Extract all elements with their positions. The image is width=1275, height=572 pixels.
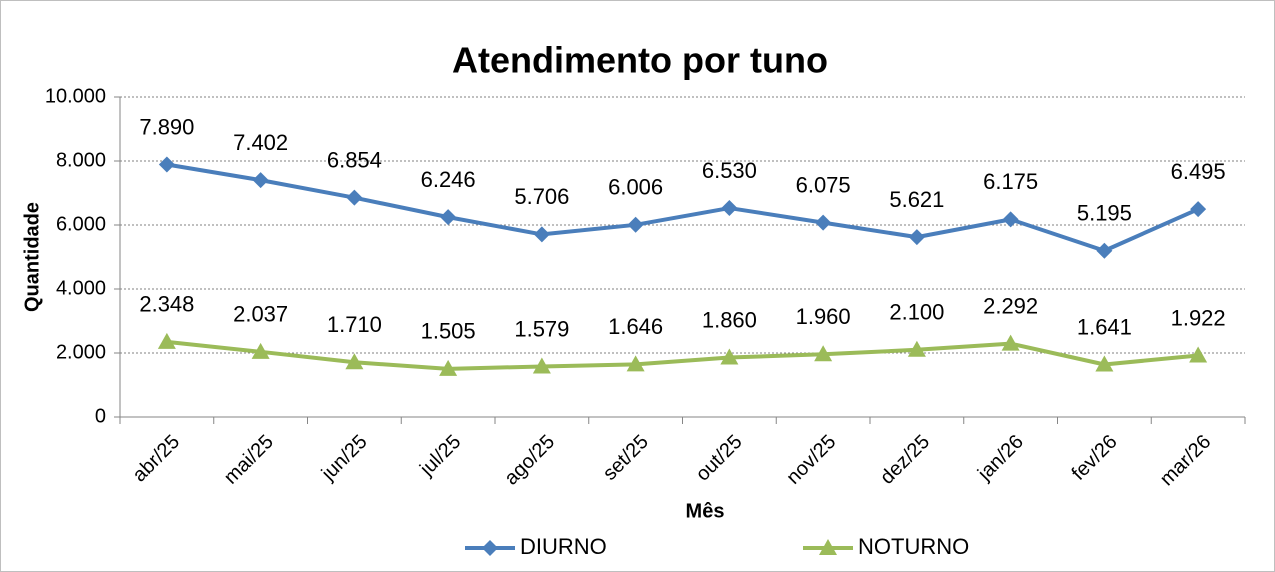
- legend-marker: [819, 539, 837, 555]
- data-label: 2.292: [983, 293, 1038, 318]
- y-tick-label: 2.000: [56, 341, 106, 363]
- data-label: 6.006: [608, 175, 663, 200]
- data-point: [907, 340, 926, 357]
- data-point: [1095, 355, 1114, 372]
- data-point: [346, 189, 363, 206]
- data-label: 6.175: [983, 169, 1038, 194]
- data-label: 2.348: [139, 292, 194, 317]
- y-tick-label: 10.000: [45, 85, 106, 107]
- data-point: [627, 216, 644, 233]
- data-label: 1.710: [327, 312, 382, 337]
- data-label: 5.195: [1077, 201, 1132, 226]
- data-point: [720, 348, 739, 365]
- data-label: 6.495: [1171, 159, 1226, 184]
- data-label: 6.854: [327, 147, 382, 172]
- data-label: 1.579: [514, 316, 569, 341]
- data-label: 5.621: [889, 187, 944, 212]
- data-point: [721, 200, 738, 217]
- data-point: [814, 345, 833, 362]
- data-point: [908, 229, 925, 246]
- legend-label: NOTURNO: [858, 534, 969, 559]
- data-point: [533, 226, 550, 243]
- series-line: [166, 162, 1199, 253]
- data-point: [251, 342, 270, 359]
- data-label: 7.890: [139, 114, 194, 139]
- data-label: 1.922: [1171, 305, 1226, 330]
- data-point: [440, 209, 457, 226]
- data-label: 6.075: [796, 172, 851, 197]
- data-point: [1096, 242, 1113, 259]
- x-axis-label: Mês: [686, 500, 725, 522]
- legend-marker: [482, 540, 498, 556]
- data-label: 2.037: [233, 302, 288, 327]
- data-label: 1.960: [796, 304, 851, 329]
- y-tick-label: 6.000: [56, 213, 106, 235]
- data-label: 2.100: [889, 300, 944, 325]
- data-point: [1002, 211, 1019, 228]
- y-tick-label: 0: [95, 405, 106, 427]
- y-axis-label: Quantidade: [21, 202, 43, 312]
- data-label: 6.530: [702, 158, 757, 183]
- data-point: [158, 156, 175, 173]
- data-point: [252, 172, 269, 189]
- data-label: 7.402: [233, 130, 288, 155]
- data-point: [626, 355, 645, 372]
- data-label: 1.505: [421, 319, 476, 344]
- data-label: 1.641: [1077, 314, 1132, 339]
- y-tick-label: 8.000: [56, 149, 106, 171]
- data-point: [439, 359, 458, 376]
- data-label: 6.246: [421, 167, 476, 192]
- data-point: [1190, 201, 1207, 218]
- data-point: [815, 214, 832, 231]
- chart-title: Atendimento por tuno: [452, 40, 828, 81]
- y-tick-label: 4.000: [56, 277, 106, 299]
- series-line: [166, 339, 1199, 371]
- data-point: [532, 357, 551, 374]
- data-point: [345, 353, 364, 370]
- data-point: [1001, 334, 1020, 351]
- legend-label: DIURNO: [520, 534, 607, 559]
- data-point: [157, 332, 176, 349]
- data-label: 5.706: [514, 184, 569, 209]
- data-point: [1189, 346, 1208, 363]
- data-label: 1.646: [608, 314, 663, 339]
- data-label: 1.860: [702, 307, 757, 332]
